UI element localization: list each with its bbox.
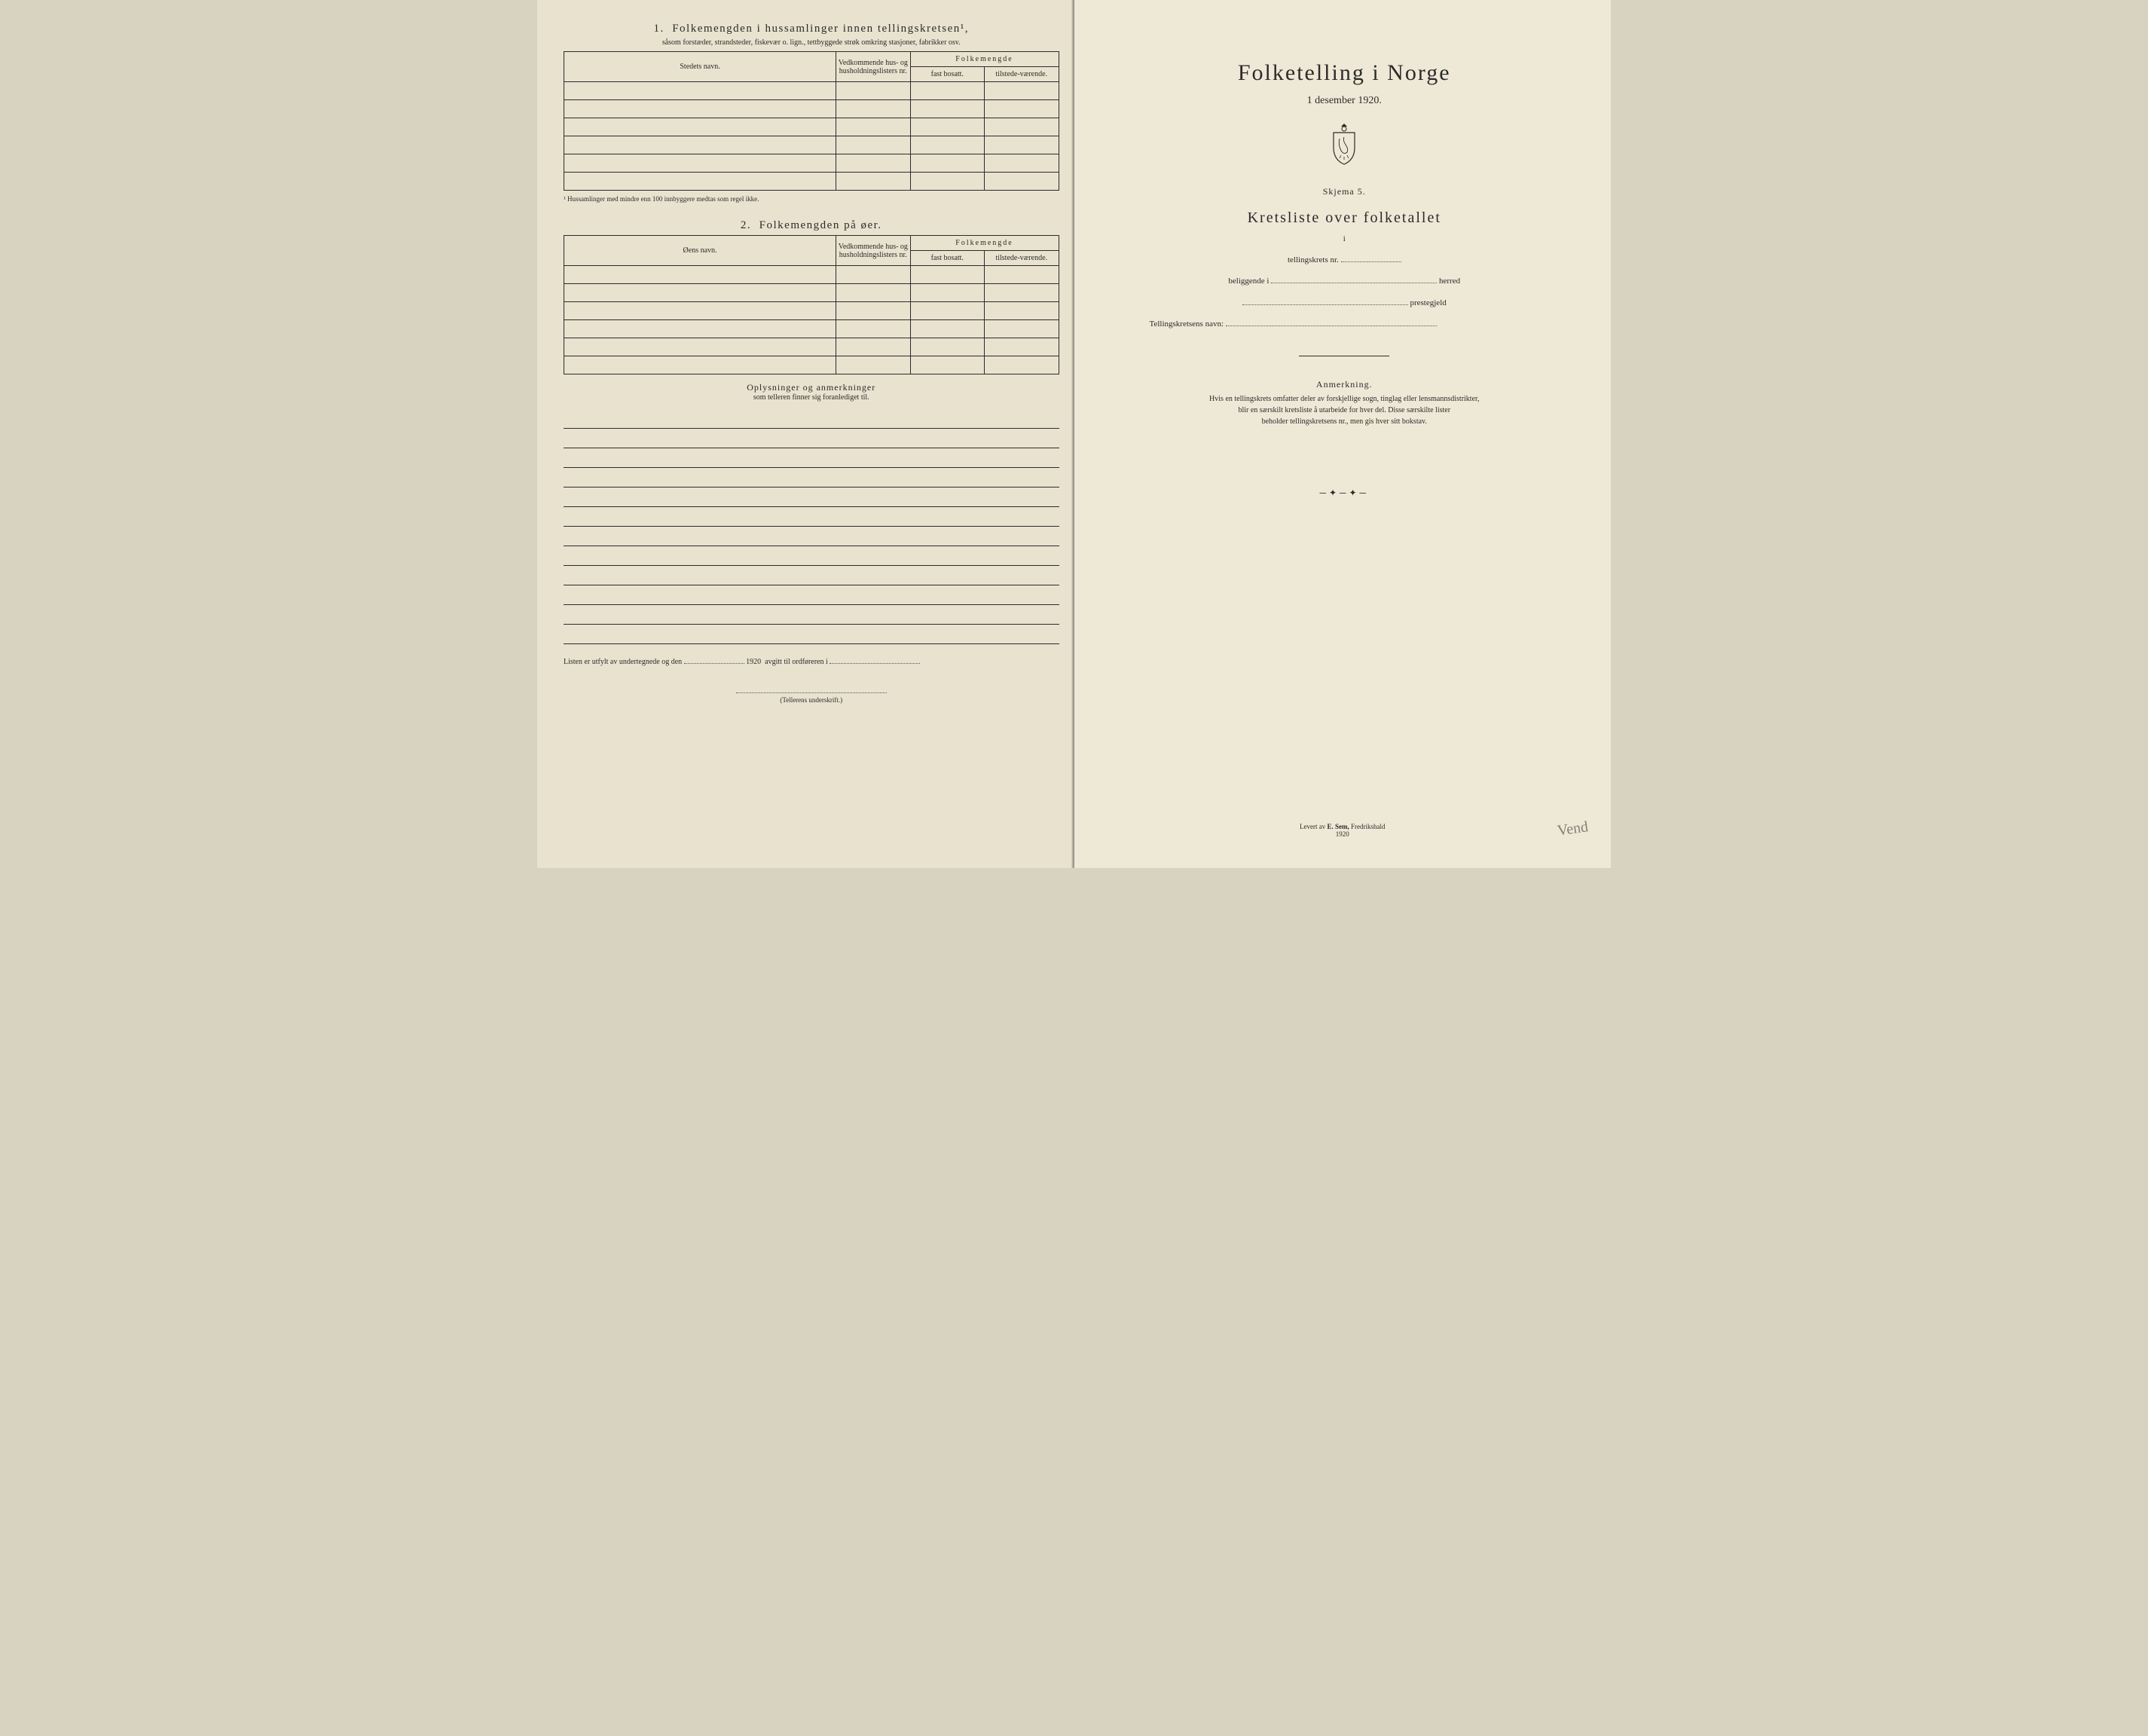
- note-line: [564, 429, 1059, 448]
- main-title: Folketelling i Norge: [1105, 60, 1585, 86]
- tellingskrets-field: tellingskrets nr.: [1105, 251, 1585, 269]
- publisher-info: Levert av E. Sem, Fredrikshald 1920: [1074, 823, 1612, 838]
- table-row: [564, 82, 1059, 100]
- notes-lines: [564, 409, 1059, 644]
- col-folkemengde-2: Folkemengde: [910, 236, 1059, 251]
- note-line: [564, 448, 1059, 468]
- table-row: [564, 136, 1059, 154]
- col-fast: fast bosatt.: [910, 67, 984, 82]
- document-spread: 1. Folkemengden i hussamlinger innen tel…: [537, 0, 1611, 868]
- table-row: [564, 173, 1059, 191]
- prestegjeld-field: prestegjeld: [1105, 294, 1585, 312]
- bottom-declaration: Listen er utfylt av undertegnede og den …: [564, 658, 1059, 666]
- form-fields: i tellingskrets nr. beliggende i herred …: [1105, 230, 1585, 333]
- note-line: [564, 468, 1059, 487]
- section2-number: 2.: [741, 219, 751, 231]
- section1-title-text: Folkemengden i hussamlinger innen tellin…: [672, 23, 969, 35]
- note-line: [564, 409, 1059, 429]
- table-row: [564, 356, 1059, 374]
- col-listers-nr: Vedkommende hus- og husholdningslisters …: [836, 52, 910, 82]
- col-listers-nr-2: Vedkommende hus- og husholdningslisters …: [836, 236, 910, 266]
- table-row: [564, 100, 1059, 118]
- signature-line: (Tellerens underskrift.): [564, 689, 1059, 704]
- section2-title: 2. Folkemengden på øer.: [564, 219, 1059, 232]
- note-line: [564, 585, 1059, 605]
- signature-label: (Tellerens underskrift.): [780, 696, 842, 704]
- table-row: [564, 154, 1059, 173]
- table-row: [564, 284, 1059, 302]
- note-line: [564, 605, 1059, 625]
- note-line: [564, 487, 1059, 507]
- col-stedets-navn: Stedets navn.: [564, 52, 836, 82]
- table-row: [564, 266, 1059, 284]
- note-line: [564, 566, 1059, 585]
- section1-subtitle: såsom forstæder, strandsteder, fiskevær …: [564, 38, 1059, 47]
- right-page: Folketelling i Norge 1 desember 1920. Sk…: [1074, 0, 1612, 868]
- note-line: [564, 625, 1059, 644]
- kretsliste-title: Kretsliste over folketallet: [1105, 209, 1585, 227]
- col-tilstede: tilstede-værende.: [985, 67, 1059, 82]
- section1-footnote: ¹ Hussamlinger med mindre enn 100 innbyg…: [564, 195, 1059, 203]
- anm-line-2: blir en særskilt kretsliste å utarbeide …: [1135, 405, 1555, 416]
- section1-table: Stedets navn. Vedkommende hus- og hushol…: [564, 51, 1059, 191]
- ornament-icon: ─✦─✦─: [1105, 487, 1585, 499]
- anm-line-1: Hvis en tellingskrets omfatter deler av …: [1135, 393, 1555, 405]
- kretsens-navn-field: Tellingskretsens navn:: [1105, 315, 1585, 333]
- table-row: [564, 320, 1059, 338]
- left-page: 1. Folkemengden i hussamlinger innen tel…: [537, 0, 1074, 868]
- section2-title-text: Folkemengden på øer.: [759, 219, 882, 231]
- section2-table: Øens navn. Vedkommende hus- og husholdni…: [564, 235, 1059, 374]
- ordforer-blank: [830, 663, 920, 664]
- section1-title: 1. Folkemengden i hussamlinger innen tel…: [564, 23, 1059, 35]
- bottom-middle: avgitt til ordføreren i: [765, 658, 828, 666]
- bottom-year: 1920: [746, 658, 761, 666]
- notes-subtitle: som telleren finner sig foranlediget til…: [564, 393, 1059, 402]
- note-line: [564, 546, 1059, 566]
- col-tilstede-2: tilstede-værende.: [985, 251, 1059, 266]
- table-row: [564, 118, 1059, 136]
- coat-of-arms-icon: [1105, 122, 1585, 171]
- skjema-label: Skjema 5.: [1105, 186, 1585, 197]
- anm-line-3: beholder tellingskretsens nr., men gis h…: [1135, 416, 1555, 427]
- anmerkning-title: Anmerkning.: [1105, 379, 1585, 390]
- beliggende-field: beliggende i herred: [1105, 272, 1585, 290]
- table-row: [564, 302, 1059, 320]
- table-row: [564, 338, 1059, 356]
- date-line: 1 desember 1920.: [1105, 95, 1585, 107]
- col-fast-2: fast bosatt.: [910, 251, 984, 266]
- anmerkning-body: Hvis en tellingskrets omfatter deler av …: [1105, 393, 1585, 427]
- col-oens-navn: Øens navn.: [564, 236, 836, 266]
- bottom-prefix: Listen er utfylt av undertegnede og den: [564, 658, 682, 666]
- note-line: [564, 527, 1059, 546]
- col-folkemengde: Folkemengde: [910, 52, 1059, 67]
- date-blank: [684, 663, 744, 664]
- i-label: i: [1105, 230, 1585, 248]
- notes-title: Oplysninger og anmerkninger: [564, 382, 1059, 393]
- section1-number: 1.: [653, 23, 664, 35]
- note-line: [564, 507, 1059, 527]
